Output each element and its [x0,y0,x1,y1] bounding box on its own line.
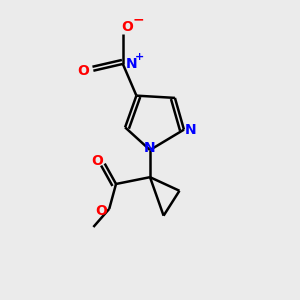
Text: −: − [133,13,145,27]
Text: O: O [91,154,103,168]
Text: N: N [144,141,156,155]
Text: N: N [126,57,138,71]
Text: N: N [185,123,196,136]
Text: O: O [122,20,133,34]
Text: O: O [77,64,89,78]
Text: +: + [135,52,144,62]
Text: O: O [95,204,107,218]
